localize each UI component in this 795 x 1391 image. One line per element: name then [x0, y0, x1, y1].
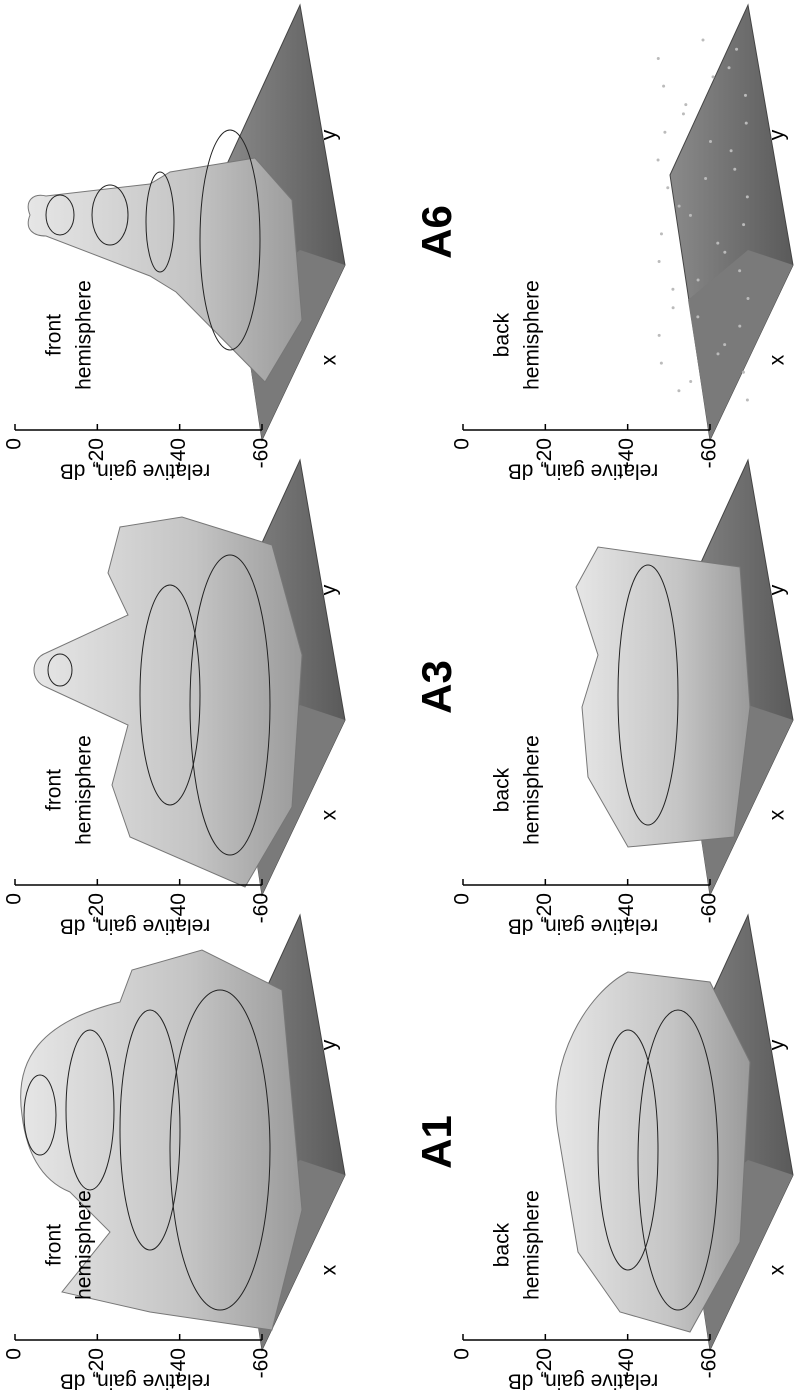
column-label: A6: [413, 205, 460, 259]
speckle: [735, 48, 738, 51]
x-axis-label: x: [766, 354, 789, 365]
x-axis-label: x: [766, 809, 789, 820]
z-tick-label: 0: [451, 893, 474, 905]
speckle: [697, 279, 700, 282]
z-axis-label: relative gain, dB: [508, 459, 659, 482]
speckle: [704, 177, 707, 180]
y-axis-label: y: [318, 584, 341, 595]
x-axis-label: x: [318, 809, 341, 820]
hemisphere-label: back: [491, 767, 514, 812]
speckle: [696, 315, 699, 318]
speckle: [744, 94, 747, 97]
z-tick-label: 0: [451, 1348, 474, 1360]
speckle: [742, 371, 745, 374]
z-axis-label: relative gain, dB: [508, 914, 659, 937]
gain-surface: [576, 547, 750, 847]
speckle: [658, 334, 661, 337]
speckle: [733, 168, 736, 171]
speckle: [666, 186, 669, 189]
hemisphere-label: hemisphere: [521, 735, 544, 845]
hemisphere-label: hemisphere: [521, 1190, 544, 1300]
z-tick-label: -60: [698, 438, 721, 468]
speckle: [678, 205, 681, 208]
z-axis-label: relative gain, dB: [60, 459, 211, 482]
speckle: [716, 242, 719, 245]
column-label: A3: [413, 660, 460, 714]
speckle: [662, 85, 665, 88]
z-axis-label: relative gain, dB: [508, 1369, 659, 1391]
speckle: [709, 140, 712, 143]
speckle: [663, 131, 666, 134]
speckle: [689, 380, 692, 383]
y-axis-label: y: [766, 1039, 789, 1050]
y-axis-label: y: [318, 129, 341, 140]
speckle: [746, 297, 749, 300]
z-tick-label: -60: [698, 1348, 721, 1378]
hemisphere-label: front: [43, 769, 66, 811]
speckle: [730, 149, 733, 152]
speckle: [702, 39, 705, 42]
speckle: [728, 66, 731, 69]
speckle: [716, 352, 719, 355]
speckle: [712, 75, 715, 78]
speckle: [682, 112, 685, 115]
x-axis-label: x: [318, 1264, 341, 1275]
hemisphere-label: hemisphere: [73, 735, 96, 845]
hemisphere-label: hemisphere: [73, 280, 96, 390]
hemisphere-label: hemisphere: [521, 280, 544, 390]
speckle: [723, 343, 726, 346]
speckle: [684, 103, 687, 106]
z-tick-label: -60: [698, 893, 721, 923]
speckle: [746, 195, 749, 198]
panel: 0-20-40-60relative gain, dBfronthemisphe…: [3, 5, 345, 482]
speckle: [658, 260, 661, 263]
z-tick-label: -60: [250, 893, 273, 923]
speckle: [689, 214, 692, 217]
z-axis-label: relative gain, dB: [60, 914, 211, 937]
speckle: [723, 251, 726, 254]
column-label: A1: [413, 1115, 460, 1169]
hemisphere-label: front: [43, 1224, 66, 1266]
z-tick-label: 0: [451, 438, 474, 450]
speckle: [677, 389, 680, 392]
hemisphere-label: back: [491, 1222, 514, 1267]
y-axis-label: y: [766, 129, 789, 140]
speckle: [745, 122, 748, 125]
z-tick-label: 0: [3, 438, 26, 450]
gain-surface: [28, 158, 302, 382]
z-tick-label: -60: [250, 1348, 273, 1378]
z-tick-label: -60: [250, 438, 273, 468]
z-axis-label: relative gain, dB: [60, 1369, 211, 1391]
speckle: [738, 269, 741, 272]
speckle: [660, 362, 663, 365]
z-tick-label: 0: [3, 893, 26, 905]
y-axis-label: y: [318, 1039, 341, 1050]
speckle: [742, 223, 745, 226]
speckle: [660, 232, 663, 235]
figure: A60-20-40-60relative gain, dBfronthemisp…: [0, 0, 795, 1391]
gain-surface: [21, 950, 302, 1330]
z-tick-label: 0: [3, 1348, 26, 1360]
speckle: [746, 399, 749, 402]
x-axis-label: x: [318, 354, 341, 365]
speckle: [671, 288, 674, 291]
speckle: [657, 57, 660, 60]
hemisphere-label: hemisphere: [73, 1190, 96, 1300]
hemisphere-label: back: [491, 312, 514, 357]
panel: 0-20-40-60relative gain, dBfronthemisphe…: [3, 915, 345, 1391]
hemisphere-label: front: [43, 314, 66, 356]
x-axis-label: x: [766, 1264, 789, 1275]
speckle: [657, 159, 660, 162]
y-axis-label: y: [766, 584, 789, 595]
speckle: [738, 325, 741, 328]
speckle: [672, 306, 675, 309]
